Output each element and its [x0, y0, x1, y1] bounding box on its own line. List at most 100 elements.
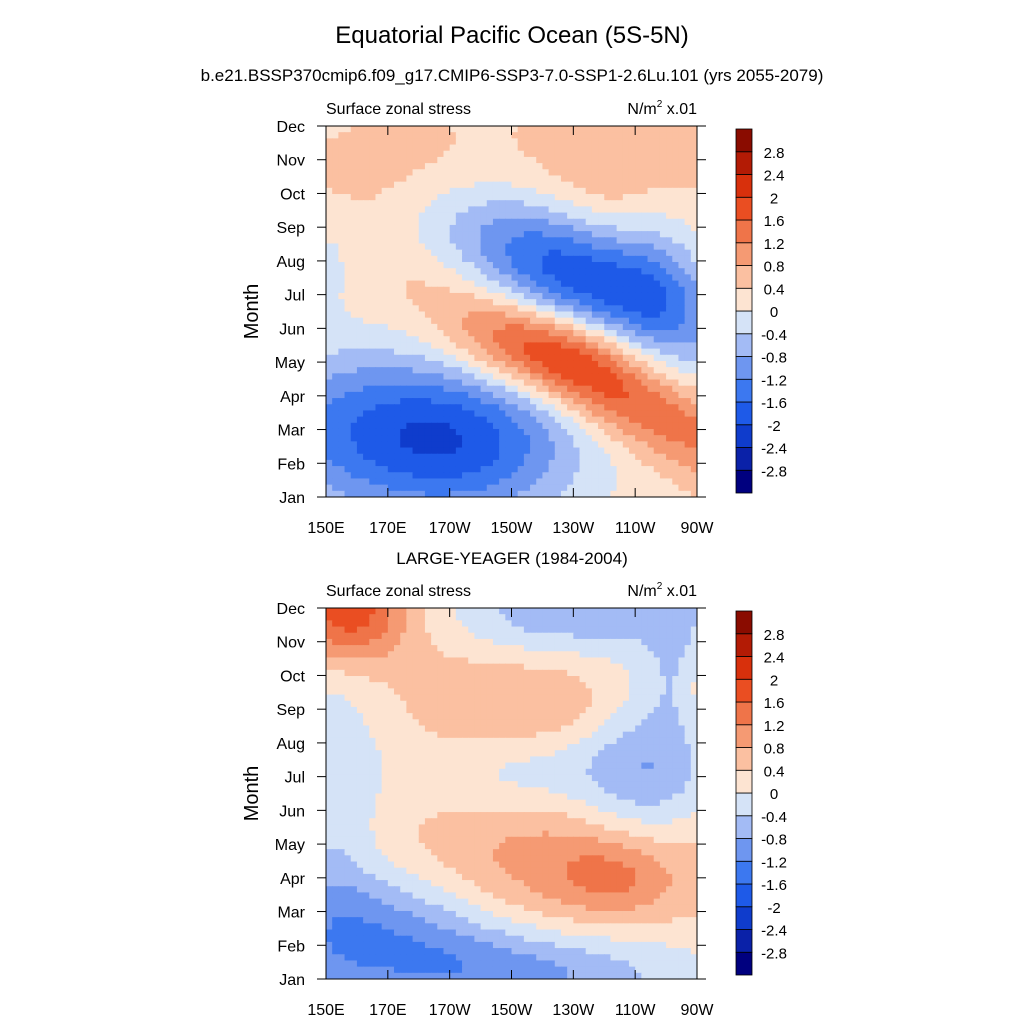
contour-cell: [492, 620, 500, 628]
contour-cell: [356, 731, 364, 739]
contour-cell: [443, 669, 451, 677]
contour-cell: [598, 126, 605, 133]
contour-cell: [418, 150, 426, 158]
contour-cell: [356, 638, 364, 646]
contour-cell: [406, 453, 414, 461]
contour-cell: [412, 218, 420, 226]
contour-cell: [394, 737, 401, 745]
contour-cell: [394, 163, 401, 170]
contour-cell: [591, 651, 599, 659]
contour-cell: [591, 330, 599, 337]
contour-cell: [511, 391, 519, 399]
contour-cell: [356, 200, 364, 207]
contour-cell: [363, 336, 370, 344]
contour-cell: [468, 725, 475, 733]
contour-cell: [468, 422, 475, 430]
contour-cell: [369, 373, 377, 381]
contour-cell: [418, 268, 426, 275]
contour-cell: [523, 292, 531, 300]
contour-cell: [523, 132, 531, 139]
contour-cell: [418, 688, 426, 696]
contour-cell: [363, 311, 370, 319]
contour-cell: [684, 280, 692, 288]
contour-cell: [579, 360, 587, 368]
contour-cell: [400, 694, 407, 702]
contour-cell: [653, 725, 661, 733]
contour-cell: [647, 299, 655, 306]
contour-cell: [567, 379, 574, 387]
contour-cell: [517, 676, 525, 683]
contour-cell: [690, 231, 697, 238]
contour-cell: [616, 663, 624, 671]
contour-cell: [684, 663, 692, 671]
contour-cell: [536, 688, 544, 696]
contour-cell: [381, 490, 389, 497]
contour-cell: [412, 144, 420, 152]
contour-cell: [449, 608, 457, 615]
contour-cell: [412, 292, 420, 300]
contour-cell: [418, 385, 426, 393]
contour-cell: [585, 144, 593, 152]
contour-cell: [548, 608, 556, 615]
contour-cell: [678, 212, 686, 220]
contour-cell: [573, 274, 581, 282]
contour-cell: [326, 274, 333, 282]
contour-cell: [548, 713, 556, 720]
contour-cell: [400, 385, 407, 393]
contour-cell: [628, 490, 636, 497]
contour-cell: [511, 317, 519, 325]
contour-cell: [666, 181, 673, 189]
contour-cell: [480, 435, 488, 442]
contour-cell: [474, 373, 482, 381]
contour-cell: [542, 249, 550, 257]
contour-cell: [462, 163, 469, 170]
contour-cell: [672, 181, 680, 189]
contour-cell: [387, 478, 395, 486]
contour-cell: [647, 323, 655, 331]
contour-cell: [647, 484, 655, 492]
contour-cell: [523, 620, 531, 628]
contour-cell: [412, 725, 420, 733]
contour-cell: [363, 330, 370, 337]
contour-cell: [406, 156, 414, 164]
contour-cell: [511, 138, 519, 146]
contour-cell: [424, 398, 432, 405]
contour-cell: [598, 447, 605, 455]
contour-cell: [511, 224, 519, 232]
contour-cell: [616, 268, 624, 275]
contour-cell: [406, 731, 414, 739]
contour-cell: [381, 706, 389, 714]
contour-cell: [326, 428, 333, 436]
contour-cell: [369, 676, 377, 683]
contour-cell: [443, 632, 451, 640]
contour-cell: [653, 484, 661, 492]
contour-cell: [375, 682, 383, 689]
contour-cell: [548, 150, 556, 158]
contour-cell: [394, 441, 401, 449]
contour-cell: [356, 645, 364, 652]
contour-cell: [406, 669, 414, 677]
contour-cell: [523, 194, 531, 201]
contour-cell: [542, 453, 550, 461]
contour-cell: [418, 435, 426, 442]
contour-cell: [554, 132, 562, 139]
contour-cell: [628, 311, 636, 319]
contour-cell: [381, 262, 389, 269]
contour-cell: [684, 428, 692, 436]
contour-cell: [567, 731, 574, 739]
contour-cell: [344, 323, 352, 331]
contour-cell: [443, 249, 451, 257]
contour-cell: [666, 218, 673, 226]
contour-cell: [424, 385, 432, 393]
contour-cell: [437, 398, 445, 405]
contour-cell: [424, 138, 432, 146]
contour-cell: [635, 330, 642, 337]
contour-cell: [548, 391, 556, 399]
contour-cell: [505, 317, 513, 325]
contour-cell: [499, 657, 506, 665]
contour-cell: [400, 163, 407, 170]
contour-cell: [684, 731, 692, 739]
contour-cell: [375, 422, 383, 430]
contour-cell: [474, 163, 482, 170]
contour-cell: [604, 212, 612, 220]
